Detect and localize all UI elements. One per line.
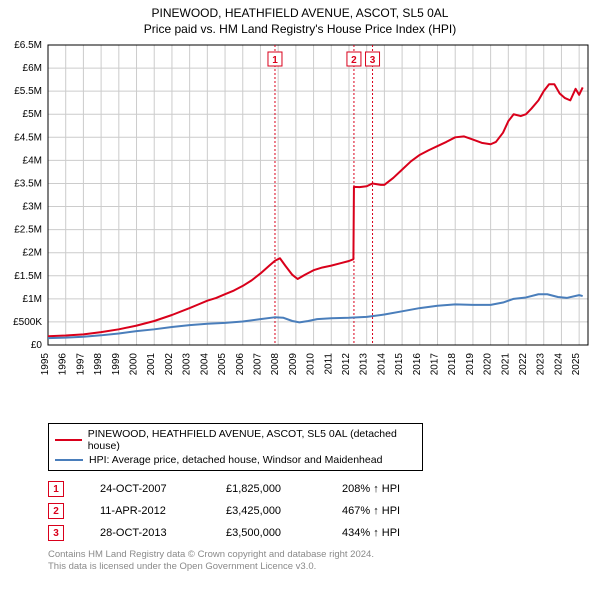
svg-text:2000: 2000 (129, 353, 140, 376)
title-line2: Price paid vs. HM Land Registry's House … (0, 22, 600, 38)
svg-text:1: 1 (272, 55, 278, 66)
svg-text:1999: 1999 (111, 353, 122, 376)
sale-row: 1 24-OCT-2007 £1,825,000 208% ↑ HPI (48, 481, 600, 497)
footer-line2: This data is licensed under the Open Gov… (48, 561, 600, 573)
sale-marker-icon: 2 (48, 503, 64, 519)
svg-text:2004: 2004 (199, 353, 210, 376)
sale-date: 28-OCT-2013 (100, 527, 190, 539)
chart-title: PINEWOOD, HEATHFIELD AVENUE, ASCOT, SL5 … (0, 0, 600, 37)
sale-price: £3,425,000 (226, 505, 306, 517)
sale-date: 11-APR-2012 (100, 505, 190, 517)
svg-text:£500K: £500K (13, 317, 42, 328)
svg-text:2018: 2018 (447, 353, 458, 376)
svg-text:1997: 1997 (75, 353, 86, 376)
svg-text:2015: 2015 (394, 353, 405, 376)
sale-date: 24-OCT-2007 (100, 483, 190, 495)
sale-pct: 467% ↑ HPI (342, 505, 400, 517)
svg-text:£5.5M: £5.5M (14, 86, 42, 97)
title-line1: PINEWOOD, HEATHFIELD AVENUE, ASCOT, SL5 … (0, 6, 600, 22)
svg-text:1998: 1998 (93, 353, 104, 376)
svg-text:2023: 2023 (536, 353, 547, 376)
svg-text:2: 2 (351, 55, 357, 66)
legend-item: HPI: Average price, detached house, Wind… (55, 453, 416, 467)
legend-swatch (55, 439, 82, 441)
svg-text:£2.5M: £2.5M (14, 225, 42, 236)
sale-price: £1,825,000 (226, 483, 306, 495)
svg-text:2016: 2016 (412, 353, 423, 376)
sales-table: 1 24-OCT-2007 £1,825,000 208% ↑ HPI 2 11-APR-… (48, 481, 600, 541)
svg-text:£5M: £5M (23, 109, 42, 120)
svg-text:1996: 1996 (58, 353, 69, 376)
sale-marker-icon: 3 (48, 525, 64, 541)
sale-row: 3 28-OCT-2013 £3,500,000 434% ↑ HPI (48, 525, 600, 541)
legend-item: PINEWOOD, HEATHFIELD AVENUE, ASCOT, SL5 … (55, 427, 416, 453)
svg-text:2020: 2020 (483, 353, 494, 376)
legend-label: PINEWOOD, HEATHFIELD AVENUE, ASCOT, SL5 … (88, 428, 416, 452)
svg-text:£4M: £4M (23, 156, 42, 167)
svg-text:£3M: £3M (23, 202, 42, 213)
svg-text:2010: 2010 (306, 353, 317, 376)
svg-text:2024: 2024 (553, 353, 564, 376)
svg-text:£2M: £2M (23, 248, 42, 259)
svg-text:2002: 2002 (164, 353, 175, 376)
sale-price: £3,500,000 (226, 527, 306, 539)
svg-text:2014: 2014 (376, 353, 387, 376)
sale-pct: 208% ↑ HPI (342, 483, 400, 495)
svg-text:2003: 2003 (182, 353, 193, 376)
svg-text:2007: 2007 (252, 353, 263, 376)
footer-line1: Contains HM Land Registry data © Crown c… (48, 549, 600, 561)
svg-text:2019: 2019 (465, 353, 476, 376)
legend: PINEWOOD, HEATHFIELD AVENUE, ASCOT, SL5 … (48, 423, 423, 471)
svg-text:£6M: £6M (23, 63, 42, 74)
svg-text:2011: 2011 (323, 353, 334, 375)
svg-text:2013: 2013 (359, 353, 370, 376)
svg-text:2005: 2005 (217, 353, 228, 376)
footer-attribution: Contains HM Land Registry data © Crown c… (48, 549, 600, 573)
legend-label: HPI: Average price, detached house, Wind… (89, 454, 382, 466)
svg-text:£3.5M: £3.5M (14, 179, 42, 190)
svg-text:£4.5M: £4.5M (14, 132, 42, 143)
svg-text:£1.5M: £1.5M (14, 271, 42, 282)
svg-text:2021: 2021 (500, 353, 511, 376)
svg-text:1995: 1995 (40, 353, 51, 376)
legend-swatch (55, 459, 83, 461)
svg-text:2009: 2009 (288, 353, 299, 376)
sale-pct: 434% ↑ HPI (342, 527, 400, 539)
svg-text:£1M: £1M (23, 294, 42, 305)
price-chart: £0 £500K £1M £1.5M £2M £2.5M £3M £3.5M £4M £4.5M £… (0, 37, 600, 417)
svg-text:£6.5M: £6.5M (14, 40, 42, 51)
svg-text:2025: 2025 (571, 353, 582, 376)
svg-text:£0: £0 (31, 340, 43, 351)
sale-row: 2 11-APR-2012 £3,425,000 467% ↑ HPI (48, 503, 600, 519)
svg-text:2001: 2001 (146, 353, 157, 376)
sale-marker-icon: 1 (48, 481, 64, 497)
svg-text:2017: 2017 (430, 353, 441, 376)
svg-text:2012: 2012 (341, 353, 352, 376)
svg-text:2006: 2006 (235, 353, 246, 376)
svg-text:3: 3 (370, 55, 376, 66)
svg-text:2008: 2008 (270, 353, 281, 376)
svg-text:2022: 2022 (518, 353, 529, 376)
